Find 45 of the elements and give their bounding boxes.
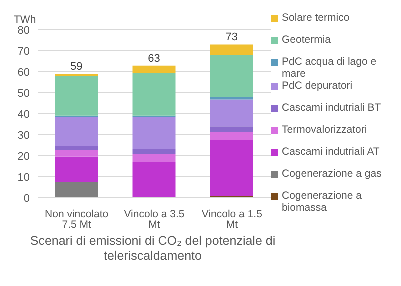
legend-label: Solare termico (282, 12, 350, 24)
bar (55, 182, 98, 198)
y-tick-label: 60 (18, 66, 30, 79)
legend-label: Geotermia (282, 34, 332, 46)
bar (55, 76, 98, 116)
total-label: 59 (70, 61, 83, 74)
y-tick-label: 40 (18, 108, 30, 121)
x-axis-title: Scenari di emissioni di CO₂ del potenziale di teleriscaldamento (29, 234, 277, 264)
legend-label: PdC depuratori (282, 80, 353, 92)
bar (210, 44, 254, 56)
y-tick-label: 20 (18, 150, 30, 163)
bar (210, 140, 254, 196)
y-tick-label: 30 (18, 130, 30, 142)
y-tick-label: 80 (18, 24, 30, 37)
legend-label: Cascami indutriali AT (282, 146, 380, 158)
bar (132, 149, 176, 155)
bar (210, 100, 254, 127)
legend-label: Cogenerazione a gas (282, 168, 382, 180)
x-tick-label: Vincolo a 1.5 Mt (202, 208, 263, 231)
bar (210, 97, 254, 100)
bar (210, 132, 254, 140)
y-axis-title: TWh (14, 14, 36, 26)
x-tick-label: Non vincolato 7.5 Mt (45, 208, 109, 231)
bar (132, 66, 176, 74)
bar (132, 117, 176, 150)
y-tick-label: 70 (18, 46, 30, 58)
x-tick-label: Vincolo a 3.5 Mt (124, 208, 185, 231)
bar (132, 162, 176, 198)
total-label: 73 (226, 32, 238, 44)
bar (55, 150, 98, 157)
bar (55, 146, 98, 151)
bar (210, 55, 254, 98)
legend-label: Termovalorizzatori (282, 124, 368, 136)
bar (132, 154, 176, 162)
total-label: 63 (148, 52, 160, 65)
y-tick-label: 0 (24, 192, 30, 205)
bar (55, 156, 98, 182)
bar (210, 126, 254, 132)
y-tick-label: 50 (18, 88, 30, 100)
bar (55, 117, 98, 146)
y-tick-label: 10 (18, 172, 30, 184)
legend-label: Cogenerazione a biomassa (282, 190, 363, 214)
legend-label: Cascami indutriali BT (282, 102, 382, 114)
legend-label: PdC acqua di lago e mare (282, 56, 378, 80)
bar (132, 73, 176, 116)
